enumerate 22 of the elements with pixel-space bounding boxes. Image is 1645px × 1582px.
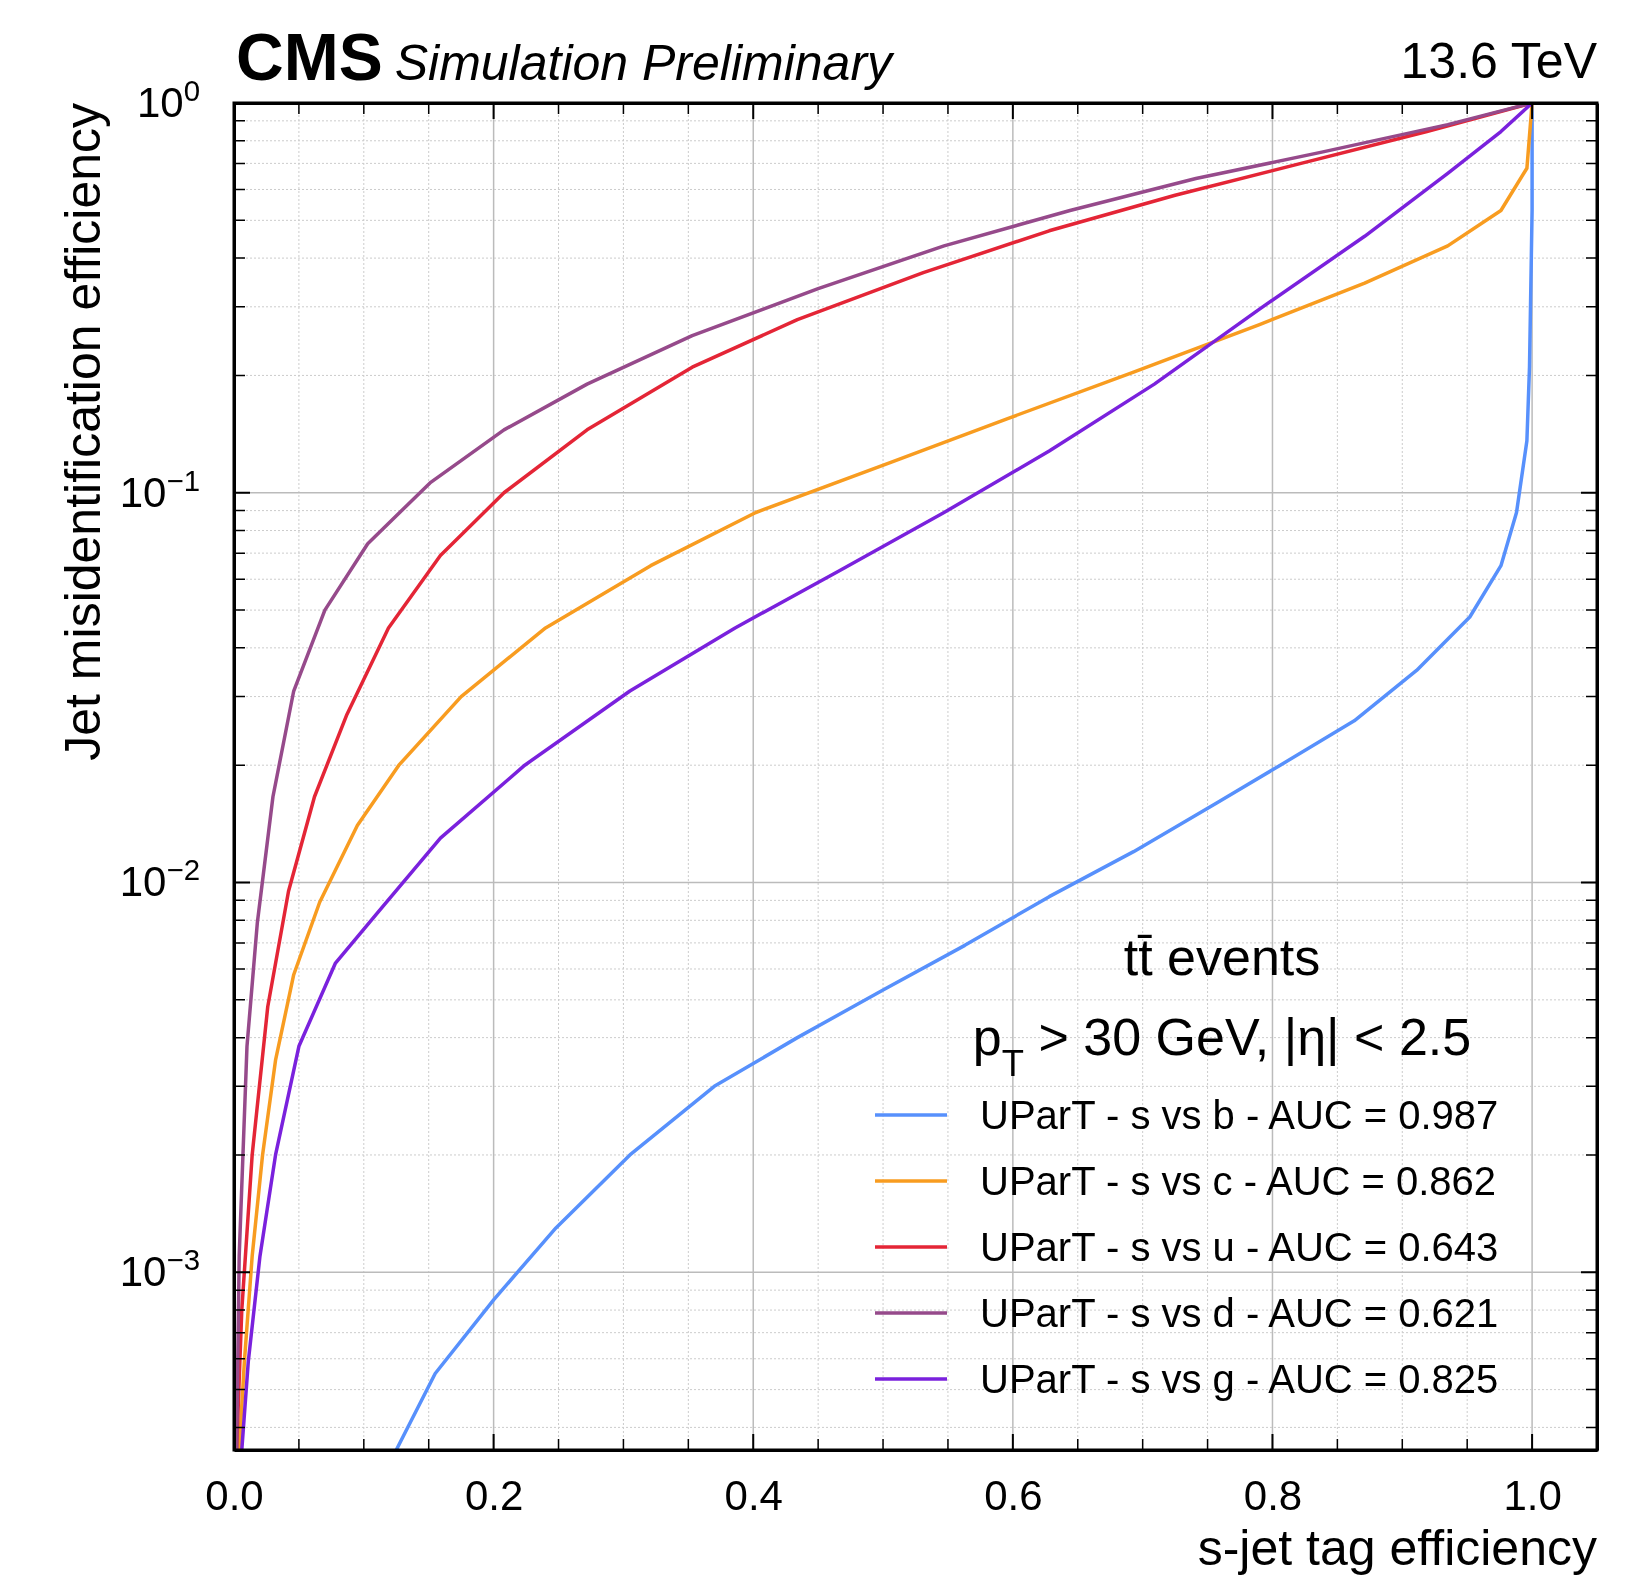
x-tick-label: 0.8 bbox=[1243, 1471, 1303, 1519]
text: 13.6 TeV bbox=[1400, 33, 1598, 89]
x-tick-label: 0.6 bbox=[984, 1471, 1043, 1519]
y-tick-label: 10$^{0}$ bbox=[136, 73, 200, 126]
legend-label: UParT - s vs d - AUC = 0.621 bbox=[980, 1291, 1499, 1335]
x-axis-title: s-jet tag efficiency bbox=[1197, 1520, 1597, 1576]
y-tick-label: 10$^{−3}$ bbox=[119, 1242, 200, 1296]
legend-label: UParT - s vs b - AUC = 0.987 bbox=[980, 1093, 1499, 1137]
chart-title: CMS bbox=[236, 20, 383, 94]
legend-label: UParT - s vs c - AUC = 0.862 bbox=[980, 1159, 1497, 1203]
x-tick-label: 0.0 bbox=[205, 1471, 264, 1519]
y-tick-label: 10$^{−1}$ bbox=[119, 463, 200, 516]
x-tick-label: 0.2 bbox=[464, 1471, 524, 1519]
y-tick-label: 10$^{−2}$ bbox=[119, 852, 200, 906]
legend-label: UParT - s vs g - AUC = 0.825 bbox=[980, 1357, 1499, 1401]
annotation: p$_{T}$ > 30 GeV, |η| < 2.5 bbox=[972, 1008, 1472, 1084]
x-tick-label: 1.0 bbox=[1503, 1471, 1562, 1519]
legend-label: UParT - s vs u - AUC = 0.643 bbox=[980, 1225, 1499, 1269]
chart-subtitle: Simulation Preliminary bbox=[394, 35, 896, 91]
annotation: tt̄ events bbox=[1123, 928, 1321, 986]
x-tick-label: 0.4 bbox=[724, 1471, 783, 1519]
y-axis-title: Jet misidentification efficiency bbox=[55, 103, 111, 761]
